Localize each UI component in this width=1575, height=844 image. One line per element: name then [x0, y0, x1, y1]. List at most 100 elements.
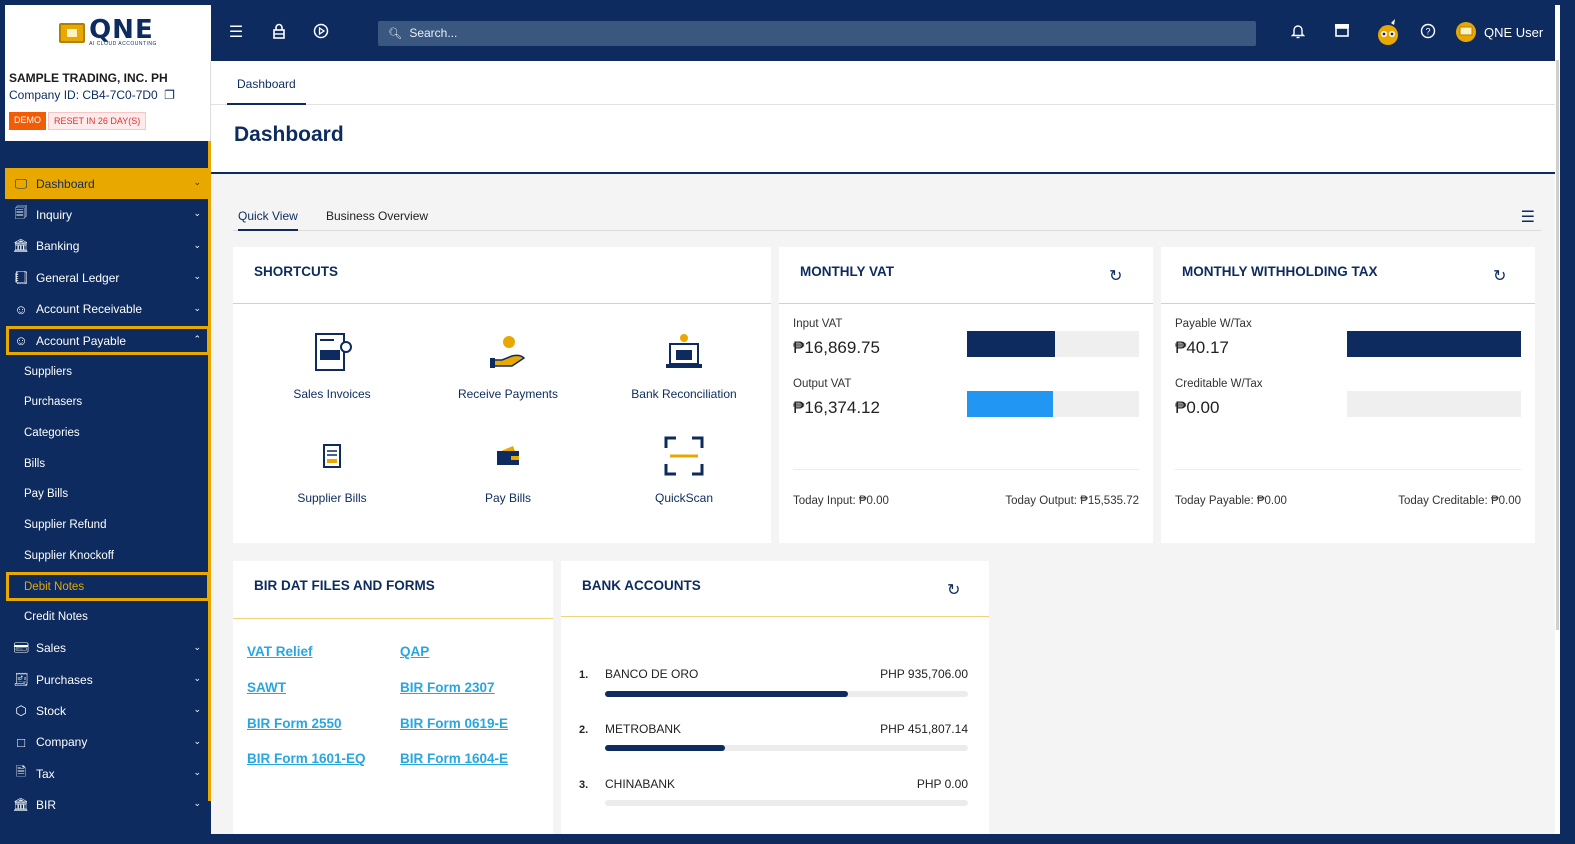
play-circle-icon[interactable]	[311, 23, 331, 43]
copy-icon[interactable]: ❐	[164, 88, 175, 102]
menu-toggle-icon[interactable]: ☰	[228, 24, 244, 41]
refresh-icon[interactable]: ↻	[947, 582, 961, 599]
chevron-down-icon: ⌄	[193, 767, 201, 778]
link-bir-form-1604e[interactable]: BIR Form 1604-E	[400, 751, 509, 766]
shortcut-receive-payments[interactable]: Receive Payments	[423, 327, 593, 401]
link-bir-form-2307[interactable]: BIR Form 2307	[400, 680, 495, 695]
bank-balance-bar	[605, 691, 968, 697]
shortcut-sales-invoices[interactable]: Sales Invoices	[247, 327, 417, 401]
link-bir-form-0619e[interactable]: BIR Form 0619-E	[400, 716, 509, 731]
invoice-icon	[247, 327, 417, 377]
bell-icon[interactable]	[1288, 23, 1308, 43]
mascot-icon[interactable]	[1373, 18, 1403, 48]
sidebar-item-inquiry[interactable]: 🗐︎ Inquiry ⌄	[5, 199, 211, 230]
user-avatar-icon[interactable]	[1455, 21, 1477, 43]
sidebar-item-label: BIR	[36, 798, 57, 813]
sidebar-subitem-bills[interactable]: Bills	[24, 457, 46, 470]
shortcut-quickscan[interactable]: QuickScan	[599, 431, 769, 505]
subtab-bar: Quick View Business Overview ☰	[233, 201, 1541, 231]
bank-balance-bar-fill	[605, 745, 725, 751]
chevron-down-icon: ⌄	[193, 641, 201, 652]
sidebar-item-company[interactable]: □ Company ⌄	[5, 727, 211, 758]
page-header: Dashboard	[211, 105, 1559, 174]
monitor-icon: 🖵︎	[14, 175, 28, 191]
sidebar-item-account-payable[interactable]: ☺ Account Payable ⌃	[5, 325, 211, 356]
link-vat-relief[interactable]: VAT Relief	[247, 644, 313, 659]
link-bir-form-2550[interactable]: BIR Form 2550	[247, 716, 342, 731]
link-qap[interactable]: QAP	[400, 644, 430, 659]
sidebar-item-sales[interactable]: 💳︎ Sales ⌄	[5, 633, 211, 664]
sidebar-subitem-categories[interactable]: Categories	[24, 427, 80, 440]
sidebar-item-bir[interactable]: 🏛︎ BIR ⌄	[5, 789, 211, 820]
bank-row-number: 2.	[579, 724, 589, 736]
sidebar-item-label: Account Payable	[36, 333, 127, 348]
logo[interactable]: QNE AI CLOUD ACCOUNTING	[5, 5, 211, 61]
bank-accounts-card: BANK ACCOUNTS ↻ 1. BANCO DE ORO PHP 935,…	[561, 561, 989, 834]
shortcut-label: Pay Bills	[484, 491, 531, 505]
shortcut-supplier-bills[interactable]: Supplier Bills	[247, 431, 417, 505]
bir-forms-title: BIR DAT FILES AND FORMS	[254, 578, 435, 593]
search-icon: 🔍︎	[388, 28, 402, 40]
hamburger-menu-icon[interactable]: ☰	[1520, 209, 1535, 226]
sidebar-item-stock[interactable]: ⬡ Stock ⌄	[5, 695, 211, 726]
laptop-bank-icon	[599, 327, 769, 377]
refresh-icon[interactable]: ↻	[1493, 268, 1507, 285]
sidebar-item-label: Dashboard	[36, 176, 95, 191]
sidebar-item-banking[interactable]: 🏛︎ Banking ⌄	[5, 231, 211, 262]
logo-mark: QNE AI CLOUD ACCOUNTING	[59, 15, 157, 47]
bank-name: METROBANK	[605, 722, 682, 736]
sidebar-item-label: General Ledger	[36, 270, 120, 285]
help-icon[interactable]: ?	[1418, 23, 1438, 43]
sidebar-item-label: Banking	[36, 239, 80, 254]
logo-subtext: AI CLOUD ACCOUNTING	[89, 41, 157, 47]
sidebar-item-label: Company	[36, 735, 88, 750]
search-input[interactable]: 🔍︎ Search...	[378, 21, 1256, 46]
sidebar-item-general-ledger[interactable]: 📒︎ General Ledger ⌄	[5, 262, 211, 293]
logo-text: QNE	[89, 15, 154, 45]
sidebar-subitem-purchasers[interactable]: Purchasers	[24, 396, 83, 409]
tab-quick-view[interactable]: Quick View	[238, 209, 298, 231]
scrollbar-thumb[interactable]	[1556, 60, 1559, 630]
card-divider	[561, 616, 989, 617]
demo-badge: DEMO	[9, 112, 46, 130]
payable-wtax-bar	[1347, 331, 1521, 357]
ledger-icon: 📒︎	[12, 269, 30, 285]
company-id-text: Company ID: CB4-7C0-7D0	[9, 88, 158, 102]
store-icon[interactable]	[1332, 23, 1352, 43]
link-bir-form-1601eq[interactable]: BIR Form 1601-EQ	[247, 751, 366, 766]
sidebar-subitem-supplier-knockoff[interactable]: Supplier Knockoff	[24, 549, 114, 562]
lock-icon[interactable]	[269, 23, 289, 43]
shortcut-label: Supplier Bills	[297, 491, 367, 505]
shortcut-bank-reconciliation[interactable]: Bank Reconciliation	[599, 327, 769, 401]
hand-coin-icon	[423, 327, 593, 377]
sidebar-subitem-pay-bills[interactable]: Pay Bills	[24, 488, 69, 501]
bir-forms-card: BIR DAT FILES AND FORMS VAT Relief QAP S…	[233, 561, 553, 834]
tab-business-overview[interactable]: Business Overview	[326, 209, 429, 223]
sidebar-subitem-credit-notes[interactable]: Credit Notes	[24, 611, 88, 624]
bank-balance-bar	[605, 745, 968, 751]
company-name: SAMPLE TRADING, INC. PH	[9, 71, 168, 85]
tab-dashboard[interactable]: Dashboard	[227, 61, 306, 105]
chevron-down-icon: ⌄	[193, 672, 201, 683]
link-sawt[interactable]: SAWT	[247, 680, 286, 695]
user-name[interactable]: QNE User	[1484, 25, 1544, 40]
logo-monitor-icon	[59, 23, 86, 43]
sidebar-subitem-supplier-refund[interactable]: Supplier Refund	[24, 519, 107, 532]
receipt-icon: 🧾︎	[12, 671, 30, 687]
top-bar: QNE AI CLOUD ACCOUNTING ☰ 🔍︎ Search... ?	[5, 5, 1559, 61]
bank-row-number: 1.	[579, 669, 589, 681]
bank-balance-bar	[605, 800, 968, 806]
company-id: Company ID: CB4-7C0-7D0 ❐	[9, 88, 206, 102]
input-vat-bar-fill	[967, 331, 1055, 357]
shortcut-pay-bills[interactable]: Pay Bills	[423, 431, 593, 505]
sidebar-subitem-suppliers[interactable]: Suppliers	[24, 365, 72, 378]
users-icon: ☺	[14, 301, 28, 317]
sidebar-item-dashboard[interactable]: 🖵︎ Dashboard ⌄	[5, 168, 211, 200]
sidebar-subitem-debit-notes[interactable]: Debit Notes	[5, 571, 211, 602]
refresh-icon[interactable]: ↻	[1109, 268, 1123, 285]
sidebar-item-tax[interactable]: 🗎︎ Tax ⌄	[5, 758, 211, 789]
sidebar-item-account-receivable[interactable]: ☺ Account Receivable ⌄	[5, 294, 211, 325]
shortcuts-card: SHORTCUTS Sales Invoices Receive Payment…	[233, 247, 771, 543]
bank-row-number: 3.	[579, 779, 589, 791]
sidebar-item-purchases[interactable]: 🧾︎ Purchases ⌄	[5, 664, 211, 695]
